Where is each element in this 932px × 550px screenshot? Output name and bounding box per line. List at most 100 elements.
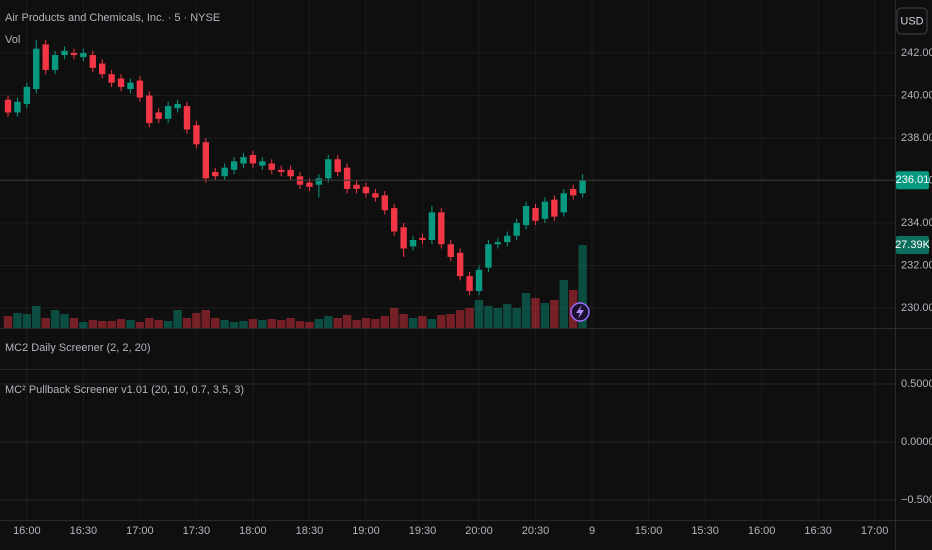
volume-bar [446,314,455,328]
volume-bar [324,316,333,328]
volume-bar [97,321,107,328]
volume-bar [437,315,446,328]
volume-bar [116,319,126,328]
candle-body [164,106,172,119]
candle-body [334,159,341,172]
volume-bar [559,280,568,328]
candle-body [362,186,370,194]
candle-body [409,239,417,247]
candle-body [259,161,266,166]
candle-body [249,154,257,164]
last-volume-tag [896,236,929,254]
volume-bar [371,319,380,328]
candle-body [494,242,502,245]
volume-bars [3,245,587,328]
candle-body [51,55,59,70]
candle-body [136,80,144,98]
y-tick-label: 232.00 [901,259,932,271]
volume-bar [427,319,437,328]
candle-body [70,52,78,56]
volume-bar [342,315,352,328]
volume-bar [493,308,503,328]
symbol-title: Air Products and Chemicals, Inc. · 5 · N… [5,12,220,24]
volume-bar [107,321,116,328]
candle-body [221,167,228,177]
volume-bar [550,300,559,328]
volume-bar [484,306,493,328]
x-tick-label: 16:00 [748,525,776,537]
alert-bolt[interactable] [576,305,584,319]
volume-bar [540,303,550,328]
volume-bar [220,320,229,328]
volume-bar [126,320,135,328]
grid [0,0,895,520]
x-tick-label: 15:30 [691,525,719,537]
candle-body [466,276,473,292]
volume-bar [154,320,163,328]
axes: 230.00232.00234.00236.00238.00240.00242.… [13,47,932,537]
x-tick-label: 15:00 [635,525,663,537]
last-volume-label: 27.39K [895,239,931,251]
volume-bar [295,321,305,328]
volume-bar [380,316,390,328]
volume-bar [41,318,50,328]
candle-body [306,182,313,187]
candle-body [174,103,181,109]
candle-body [193,125,200,145]
volume-bar [503,304,512,328]
last-price-label: 236.01 [896,174,930,186]
candle-body [343,167,351,189]
y-tick-label: 0.0000 [901,436,932,448]
volume-bar [50,310,60,328]
candle-body [428,212,436,240]
candle-body [61,50,68,56]
candle-body [155,112,162,119]
candle-body [570,188,577,196]
candle-body [560,193,567,213]
x-tick-label: 9 [589,525,595,537]
volume-bar [305,322,314,328]
currency-label[interactable]: USD [900,15,923,27]
candle-body [551,199,558,217]
candle-body [287,169,294,177]
candle-body [456,252,464,277]
volume-bar [60,314,69,328]
volume-bar [182,318,192,328]
volume-bar [69,318,79,328]
y-tick-label: 234.00 [901,217,932,229]
alert-icon[interactable] [570,302,590,322]
candles [0,40,895,296]
x-tick-label: 18:30 [296,525,324,537]
candle-body [353,184,360,189]
volume-bar [390,308,399,328]
volume-bar [267,319,276,328]
volume-bar [465,308,474,328]
y-tick-label: 230.00 [901,302,932,314]
x-tick-label: 20:00 [465,525,493,537]
volume-bar [455,310,465,328]
y-tick-label: 240.00 [901,89,932,101]
x-tick-label: 20:30 [522,525,550,537]
x-tick-label: 19:00 [352,525,380,537]
currency-button[interactable] [896,7,928,35]
candle-body [183,106,191,130]
candle-body [99,63,106,75]
candle-body [42,44,49,70]
candle-body [80,52,87,58]
y-tick-label: 242.00 [901,47,932,59]
volume-bar [286,318,295,328]
volume-bar [474,300,484,328]
candle-body [400,227,407,249]
candle-body [522,205,530,226]
candle-body [117,78,125,87]
volume-bar [135,322,145,328]
x-tick-label: 17:00 [861,525,889,537]
volume-bar [3,316,13,328]
volume-bar [163,321,173,328]
x-tick-label: 16:00 [13,525,41,537]
candle-body [268,163,275,170]
candle-body [240,157,247,164]
x-tick-label: 16:30 [70,525,98,537]
volume-bar [13,313,22,328]
candle-body [212,171,219,177]
